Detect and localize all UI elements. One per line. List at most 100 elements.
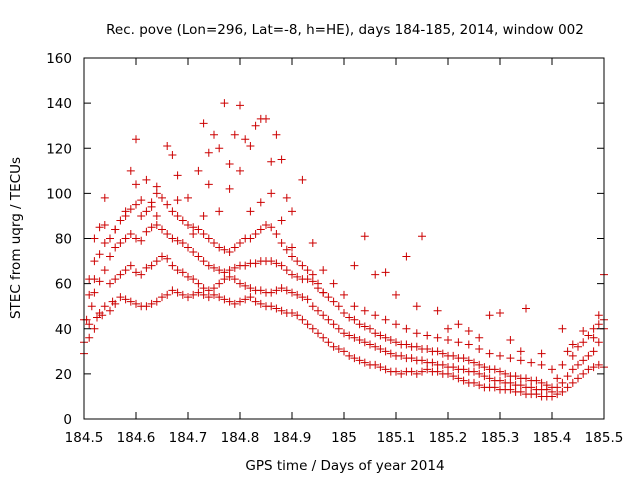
data-point	[340, 347, 348, 356]
data-point	[282, 245, 291, 254]
data-point	[402, 324, 411, 333]
data-point	[314, 279, 322, 288]
data-point	[147, 261, 156, 270]
data-point	[475, 333, 484, 342]
data-point	[574, 360, 582, 369]
data-point	[324, 293, 333, 302]
data-point	[277, 284, 286, 293]
data-point	[360, 338, 369, 347]
data-point	[241, 135, 250, 144]
data-point	[126, 166, 135, 175]
data-point	[137, 270, 146, 279]
data-point	[93, 313, 101, 322]
data-point	[85, 320, 94, 329]
data-point	[111, 225, 120, 234]
data-point	[470, 358, 478, 367]
data-point	[126, 229, 135, 238]
data-point	[319, 333, 328, 342]
data-point	[496, 367, 504, 376]
data-point	[236, 239, 244, 248]
data-point	[204, 261, 213, 270]
data-point	[100, 193, 109, 202]
data-points	[80, 99, 608, 401]
data-point	[272, 286, 281, 295]
data-point	[152, 297, 161, 306]
data-point	[355, 356, 364, 365]
data-point	[516, 347, 525, 356]
data-point	[262, 114, 270, 123]
data-point	[178, 216, 187, 225]
data-point	[407, 367, 416, 376]
data-point	[168, 207, 177, 216]
data-point	[475, 360, 484, 369]
data-point	[163, 141, 172, 150]
data-point	[277, 261, 286, 270]
data-point	[293, 290, 302, 299]
data-point	[459, 365, 468, 374]
data-point	[173, 288, 182, 297]
x-tick-label: 185.5	[585, 430, 624, 446]
data-point	[418, 367, 426, 376]
data-point	[392, 290, 400, 299]
data-point	[438, 360, 447, 369]
data-point	[371, 270, 380, 279]
data-point	[106, 279, 114, 288]
data-point	[142, 263, 151, 272]
data-point	[329, 279, 338, 288]
data-point	[178, 268, 187, 277]
data-point	[100, 220, 109, 229]
x-tick-label: 184.6	[117, 430, 156, 446]
data-point	[230, 275, 239, 284]
data-point	[215, 293, 224, 302]
data-point	[433, 367, 442, 376]
data-point	[334, 302, 343, 311]
data-point	[449, 351, 458, 360]
data-point	[85, 290, 94, 299]
data-point	[584, 331, 593, 340]
data-point	[288, 270, 296, 279]
data-point	[459, 354, 468, 363]
data-point	[230, 243, 239, 252]
data-point	[314, 329, 322, 338]
y-tick-label: 40	[55, 322, 72, 338]
data-point	[288, 288, 296, 297]
chart-title: Rec. pove (Lon=296, Lat=-8, h=HE), days …	[106, 22, 584, 38]
data-point	[340, 308, 348, 317]
data-point	[558, 324, 567, 333]
data-point	[542, 381, 551, 390]
data-point	[178, 239, 187, 248]
data-point	[485, 374, 494, 383]
data-point	[194, 166, 203, 175]
data-point	[210, 284, 218, 293]
data-point	[210, 263, 218, 272]
data-point	[303, 320, 312, 329]
data-point	[412, 329, 421, 338]
data-point	[371, 342, 380, 351]
data-point	[579, 338, 588, 347]
data-point	[246, 141, 255, 150]
data-point	[475, 369, 484, 378]
data-point	[444, 336, 452, 345]
data-point	[589, 347, 598, 356]
data-point	[298, 315, 307, 324]
data-point	[111, 299, 120, 308]
data-point	[158, 193, 166, 202]
data-point	[277, 216, 286, 225]
x-axis-label: GPS time / Days of year 2014	[245, 458, 444, 474]
data-point	[340, 329, 348, 338]
data-point	[371, 311, 380, 320]
data-point	[568, 365, 577, 374]
data-point	[215, 279, 224, 288]
data-point	[532, 376, 541, 385]
data-point	[506, 354, 515, 363]
data-point	[516, 381, 525, 390]
data-point	[142, 207, 151, 216]
data-point	[371, 360, 380, 369]
data-point	[225, 160, 234, 169]
data-point	[355, 320, 364, 329]
data-point	[132, 299, 140, 308]
x-tick-label: 185.4	[533, 430, 572, 446]
data-point	[366, 340, 374, 349]
data-point	[527, 383, 536, 392]
data-point	[548, 365, 556, 374]
